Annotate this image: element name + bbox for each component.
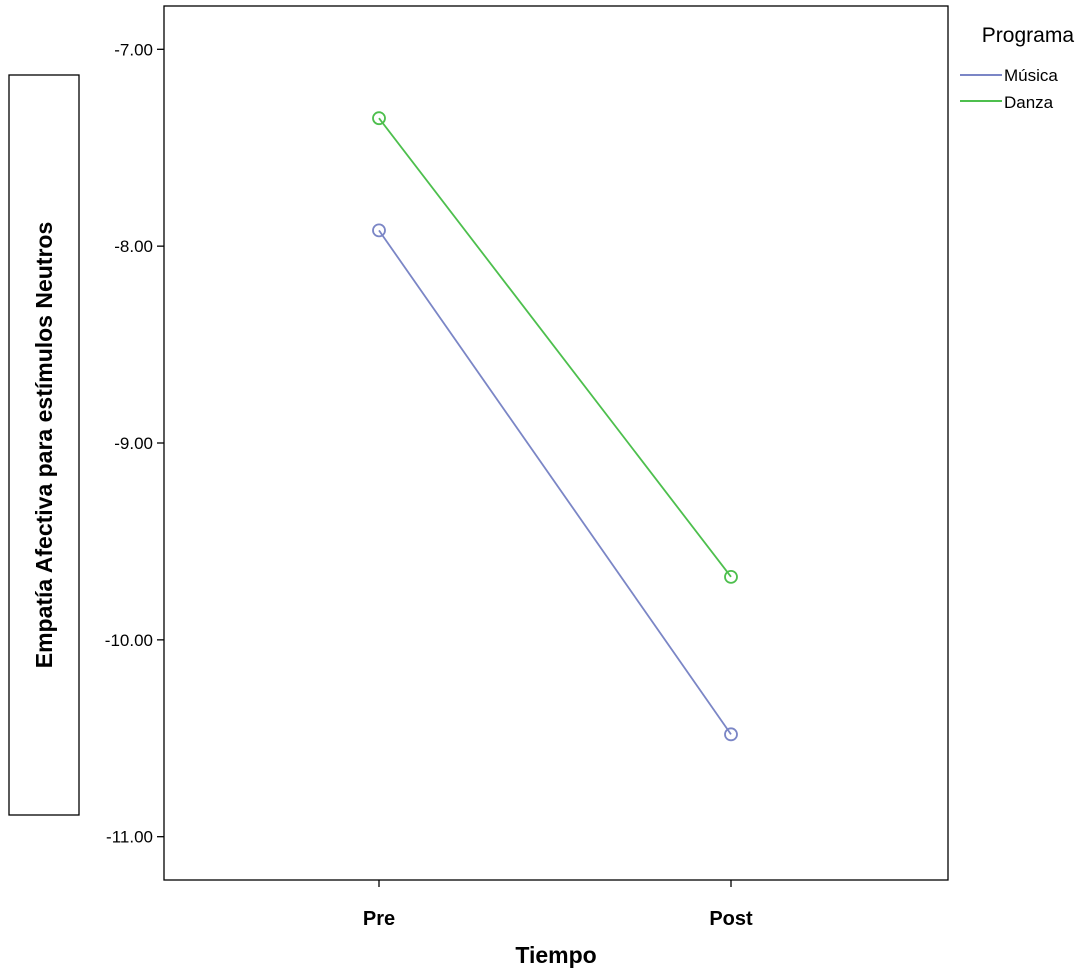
x-tick-label: Post [709,908,753,930]
data-point [724,727,738,742]
y-tick-label: -9.00 [114,434,153,453]
series-line [378,229,732,735]
legend-label-danza: Danza [1004,93,1054,112]
y-axis-title-box [8,74,80,816]
x-axis-title: Tiempo [515,942,596,968]
legend: Programa Música Danza [960,24,1074,112]
y-tick-label: -8.00 [114,237,153,256]
y-tick-label: -10.00 [105,631,153,650]
y-tick-label: -7.00 [114,40,153,59]
x-tick-label: Pre [363,908,395,930]
plot-frame [163,5,949,881]
legend-title: Programa [982,24,1075,47]
y-axis-title: Empatía Afectiva para estímulos Neutros [31,222,57,669]
legend-label-musica: Música [1004,66,1058,85]
data-point [724,569,738,584]
series-layer [372,111,738,742]
series-line [378,117,732,578]
x-axis-ticks: Pre Post [363,880,753,930]
data-point [372,111,386,126]
y-axis-ticks: -7.00 -8.00 -9.00 -10.00 -11.00 [105,40,164,847]
data-point [372,223,386,238]
y-tick-label: -11.00 [106,828,153,847]
